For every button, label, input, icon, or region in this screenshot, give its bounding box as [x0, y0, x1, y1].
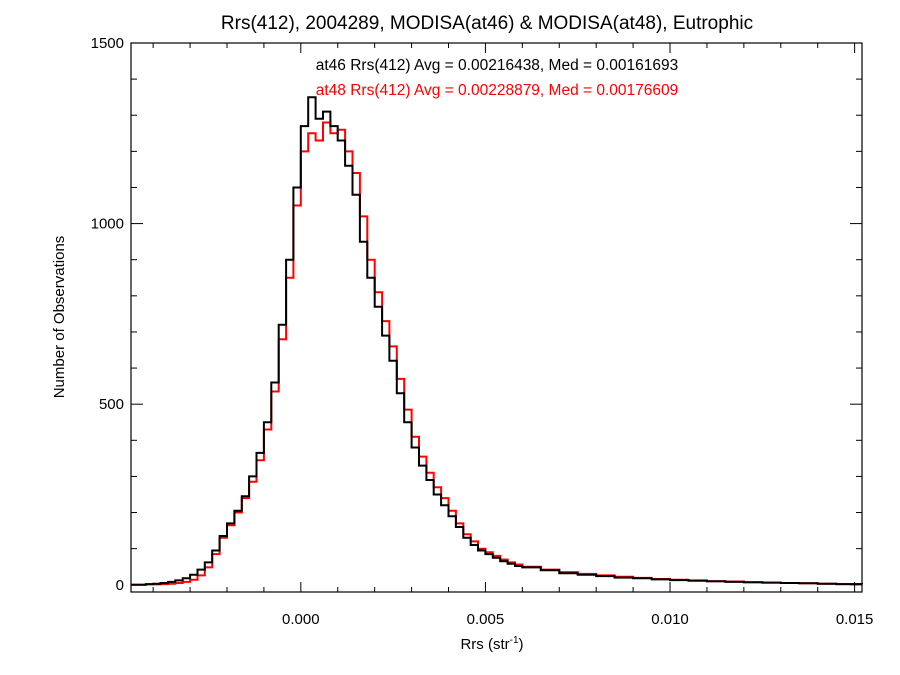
x-tick-label: 0.000 — [282, 611, 320, 628]
chart-title: Rrs(412), 2004289, MODISA(at46) & MODISA… — [221, 13, 753, 34]
x-axis-label-tail: ) — [519, 636, 524, 653]
annotation-1: at46 Rrs(412) Avg = 0.00216438, Med = 0.… — [316, 57, 679, 74]
x-axis-label-main: Rrs (str — [460, 636, 509, 653]
x-axis-label: Rrs (str-1) — [460, 635, 523, 653]
stats-annotations: at46 Rrs(412) Avg = 0.00216438, Med = 0.… — [316, 57, 679, 99]
y-axis: 0 500 1000 1500 — [91, 35, 862, 594]
plot-frame — [130, 42, 863, 593]
x-tick-label: 0.010 — [651, 611, 689, 628]
y-tick-label: 1000 — [91, 216, 124, 233]
y-tick-label: 1500 — [91, 35, 124, 52]
y-axis-label: Number of Observations — [51, 236, 68, 399]
y-tick-label: 0 — [116, 577, 124, 594]
series-line-1 — [131, 96, 863, 586]
x-tick-label: 0.005 — [467, 611, 505, 628]
series-layer — [131, 96, 863, 586]
x-axis: 0.000 0.005 0.010 0.015 — [152, 43, 874, 628]
x-tick-label: 0.015 — [836, 611, 874, 628]
x-axis-label-superscript: -1 — [510, 635, 519, 646]
annotation-2: at48 Rrs(412) Avg = 0.00228879, Med = 0.… — [316, 82, 679, 99]
y-tick-label: 500 — [99, 396, 124, 413]
series-line-2 — [131, 121, 863, 586]
